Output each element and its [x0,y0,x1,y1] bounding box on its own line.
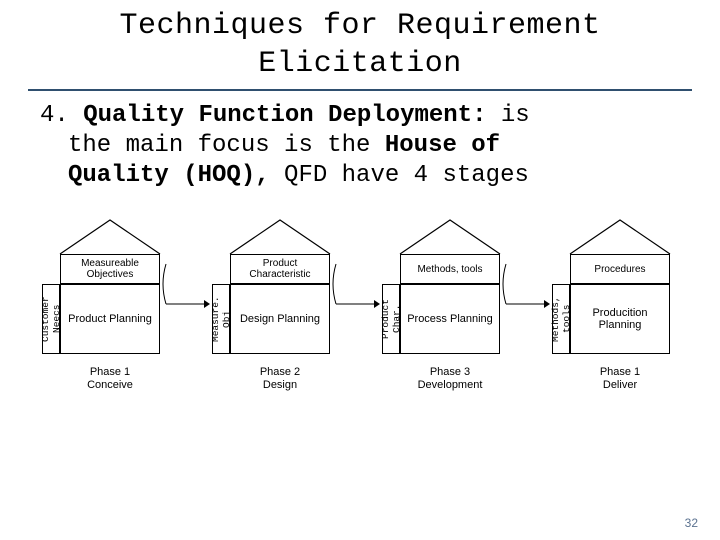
page-number: 32 [685,516,698,530]
arrow-icon [500,258,552,323]
house-attic: Methods, tools [400,254,500,284]
house-body: Process Planning [400,284,500,354]
phase-caption: Phase 3Development [400,366,500,391]
lead-bold: Quality Function Deployment: [83,102,486,129]
arrow-icon [330,258,382,323]
line3b: QFD have 4 stages [270,162,529,189]
house-body: Product Planning [60,284,160,354]
hoq-diagram: Measureable ObjectivesProduct PlanningCu… [20,220,700,480]
title-line-1: Techniques for Requirement [119,9,600,43]
house-attic: Product Characteristic [230,254,330,284]
phase-caption: Phase 1Conceive [60,366,160,391]
house-3: Methods, toolsProcess Planning [400,220,500,354]
line2b: House of [385,132,500,159]
house-body: Design Planning [230,284,330,354]
house-side-label: Methods, tools [552,284,570,354]
item-number: 4. [40,102,69,129]
house-attic: Procedures [570,254,670,284]
phase-caption: Phase 2Design [230,366,330,391]
house-body: Producition Planning [570,284,670,354]
house-side-label: Measure. Obj [212,284,230,354]
arrow-icon [160,258,212,323]
house-side-label: Product Char. [382,284,400,354]
line3a: Quality (HOQ), [68,162,270,189]
phase-caption: Phase 1Deliver [570,366,670,391]
line2a: the main focus is the [68,132,385,159]
house-attic: Measureable Objectives [60,254,160,284]
house-side-label: Customer Neecs [42,284,60,354]
house-1: Measureable ObjectivesProduct Planning [60,220,160,354]
title-underline [28,89,692,91]
house-4: ProceduresProducition Planning [570,220,670,354]
lead-tail: is [486,102,529,129]
title-line-2: Elicitation [258,47,462,81]
body-paragraph: 4. Quality Function Deployment: is the m… [28,101,720,191]
house-2: Product CharacteristicDesign Planning [230,220,330,354]
